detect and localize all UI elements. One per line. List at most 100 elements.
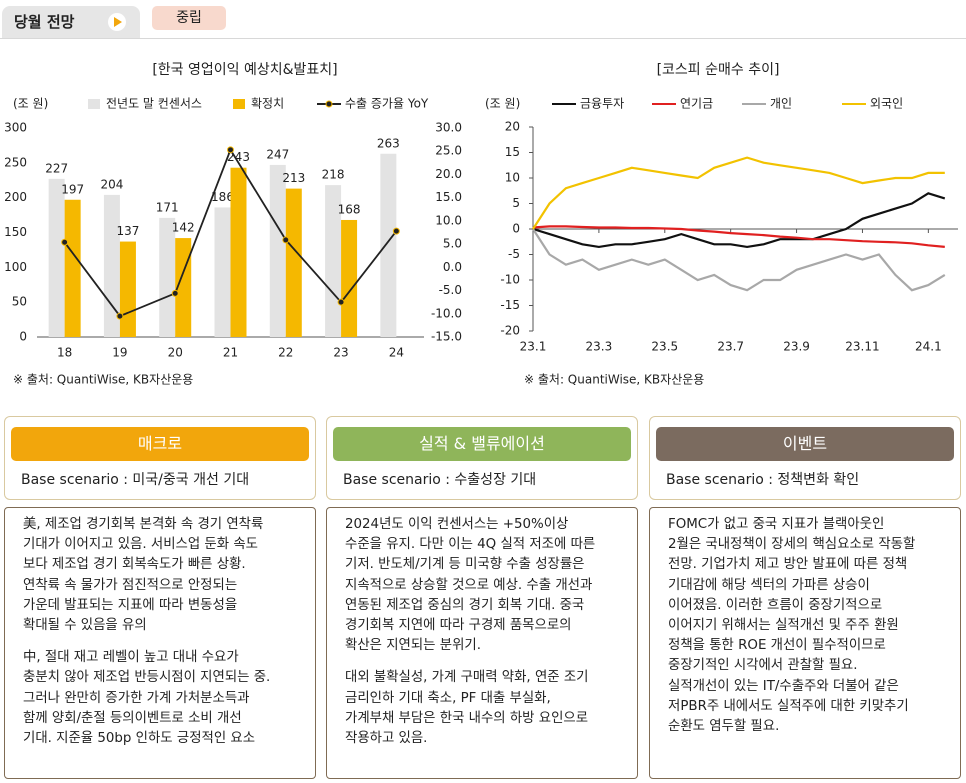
text-line: 정책을 통한 ROE 개선이 필수적이므로	[668, 638, 886, 654]
panel-title: 매크로	[11, 427, 309, 461]
panel-title: 실적 & 밸류에이션	[333, 427, 631, 461]
stance-badge: 중립	[152, 6, 226, 30]
text-line: 충분치 않아 제조업 반등시점이 지연되는 중.	[23, 670, 271, 686]
play-icon	[108, 13, 126, 31]
text-line: 기대감에 해당 섹터의 가파른 상승이	[668, 577, 870, 593]
text-line: 대외 불확실성, 가계 구매력 약화, 연준 조기	[345, 670, 589, 686]
text-line: 가운데 발표되는 지표에 따라 변동성을	[23, 597, 238, 613]
text-line: 전망. 기업가치 제고 방안 발표에 따른 정책	[668, 557, 908, 573]
y-tick-label: 200	[4, 190, 27, 204]
panel-header-box: 실적 & 밸류에이션 Base scenario : 수출성장 기대	[326, 416, 638, 500]
chart: [한국 영업이익 예상치&발표치] (조 원) ※ 출처: QuantiWise, …	[4, 62, 462, 387]
paragraph: 美, 제조업 경기회복 본격화 속 경기 연착륙 기대가 이어지고 있음. 서비스…	[23, 515, 315, 636]
y-tick-label: 300	[4, 121, 27, 135]
text-line: 이어졌음. 이러한 흐름이 중장기적으로	[668, 597, 883, 613]
line	[532, 156, 945, 230]
marker	[227, 146, 234, 154]
bar	[341, 219, 358, 337]
data-label: 218	[322, 168, 345, 182]
x-tick-label: 19	[112, 346, 127, 360]
y-tick-label: 0	[512, 222, 520, 236]
chart: [코스피 순매수 추이] (조 원) ※ 출처: QuantiWise, KB자산운…	[485, 62, 958, 387]
text-line: 기저. 반도체/기계 등 미국향 수출 성장률은	[345, 557, 585, 573]
x-tick-label: 23.9	[783, 340, 810, 354]
marker	[61, 238, 69, 246]
text-line: 기대. 지준율 50bp 인하도 긍정적인 요소	[23, 731, 256, 747]
marker	[282, 236, 290, 244]
y-tick-label: 0	[19, 330, 27, 344]
bar	[214, 207, 231, 337]
paragraph: FOMC가 없고 중국 지표가 블랙아웃인 2월은 국내정책이 장세의 핵심요소로…	[668, 515, 960, 737]
marker	[171, 289, 179, 297]
marker	[337, 298, 345, 306]
data-label: 263	[377, 136, 400, 150]
legend-label: 확정치	[251, 97, 284, 111]
y2-tick-label: 25.0	[435, 144, 462, 158]
x-tick-label: 23.11	[845, 340, 879, 354]
y-tick-label: 250	[4, 155, 27, 169]
x-tick-label: 24.1	[915, 340, 942, 354]
data-label: 186	[211, 190, 234, 204]
panel-header-box: 매크로 Base scenario : 미국/중국 개선 기대	[4, 416, 316, 500]
text-line: 中, 절대 재고 레벨이 높고 대내 수요가	[23, 650, 239, 666]
text-line: 연착륙 속 물가가 점진적으로 안정되는	[23, 577, 238, 593]
x-tick-label: 22	[278, 346, 293, 360]
x-tick-label: 24	[389, 346, 404, 360]
y-tick-label: 50	[12, 295, 27, 309]
scenario: Base scenario : 미국/중국 개선 기대	[21, 472, 250, 488]
bar	[380, 153, 397, 337]
legend-label: 외국인	[870, 97, 903, 111]
paragraph: 대외 불확실성, 가계 구매력 약화, 연준 조기 금리인하 기대 축소, PF …	[345, 668, 637, 749]
text-line: 보다 제조업 경기 회복속도가 빠른 상황.	[23, 557, 246, 573]
text-line: 지속적으로 상승할 것으로 예상. 수출 개선과	[345, 577, 593, 593]
text-line: 2024년도 이익 컨센서스는 +50%이상	[345, 517, 569, 532]
text-line: 함께 양회/춘절 등의이벤트로 소비 개선	[23, 710, 242, 726]
line	[532, 225, 945, 248]
data-label: 213	[282, 171, 305, 185]
text-line: 중장기적인 시각에서 관찰할 필요.	[668, 658, 858, 674]
tab[interactable]: 당월 전망	[2, 6, 140, 38]
chart-title: [한국 영업이익 예상치&발표치]	[152, 62, 337, 78]
bar	[230, 167, 247, 337]
x-tick-label: 23.3	[586, 340, 613, 354]
x-tick-label: 23.5	[651, 340, 678, 354]
y-tick-label: 5	[512, 196, 520, 210]
y-tick-label: 150	[4, 225, 27, 239]
bar	[325, 185, 342, 337]
text-line: 그러나 완만히 증가한 가계 가처분소득과	[23, 690, 250, 706]
text-line: 확대될 수 있음을 유의	[23, 618, 147, 634]
legend-label: 금융투자	[580, 97, 624, 111]
legend-marker	[325, 100, 333, 108]
tab-label: 당월 전망	[14, 13, 75, 31]
panel-body: 2024년도 이익 컨센서스는 +50%이상 수준을 유지. 다만 이는 4Q 실…	[326, 507, 638, 779]
data-label: 227	[45, 161, 68, 175]
x-tick-label: 23.7	[717, 340, 744, 354]
panel-body: FOMC가 없고 중국 지표가 블랙아웃인 2월은 국내정책이 장세의 핵심요소로…	[649, 507, 961, 779]
y2-tick-label: -5.0	[439, 283, 462, 297]
y2-tick-label: 0.0	[443, 260, 462, 274]
x-tick-label: 21	[223, 346, 238, 360]
data-label: 142	[172, 221, 195, 235]
text-line: 순환도 염두할 필요.	[668, 719, 780, 735]
y-tick-label: 100	[4, 260, 27, 274]
text-line: 연동된 제조업 중심의 경기 회복 기대. 중국	[345, 597, 585, 613]
y-tick-label: -10	[500, 273, 520, 287]
text-line: 작용하고 있음.	[345, 731, 428, 747]
data-label: 171	[156, 200, 179, 214]
paragraph: 2024년도 이익 컨센서스는 +50%이상 수준을 유지. 다만 이는 4Q 실…	[345, 515, 637, 656]
x-tick-label: 23.1	[520, 340, 547, 354]
legend-label: 수출 증가율 YoY	[345, 97, 429, 111]
divider	[0, 38, 966, 39]
x-tick-label: 23	[333, 346, 348, 360]
chart-title: [코스피 순매수 추이]	[657, 62, 780, 78]
scenario: Base scenario : 정책변화 확인	[666, 472, 860, 488]
source: ※ 출처: QuantiWise, KB자산운용	[524, 373, 704, 387]
y-axis-label: (조 원)	[485, 97, 520, 111]
data-label: 204	[100, 177, 123, 191]
y-tick-label: 20	[505, 120, 520, 134]
data-label: 247	[266, 147, 289, 161]
legend-swatch	[233, 99, 245, 109]
y2-tick-label: 15.0	[435, 190, 462, 204]
text-line: 경기회복 지연에 따라 구경제 품목으로의	[345, 618, 572, 634]
